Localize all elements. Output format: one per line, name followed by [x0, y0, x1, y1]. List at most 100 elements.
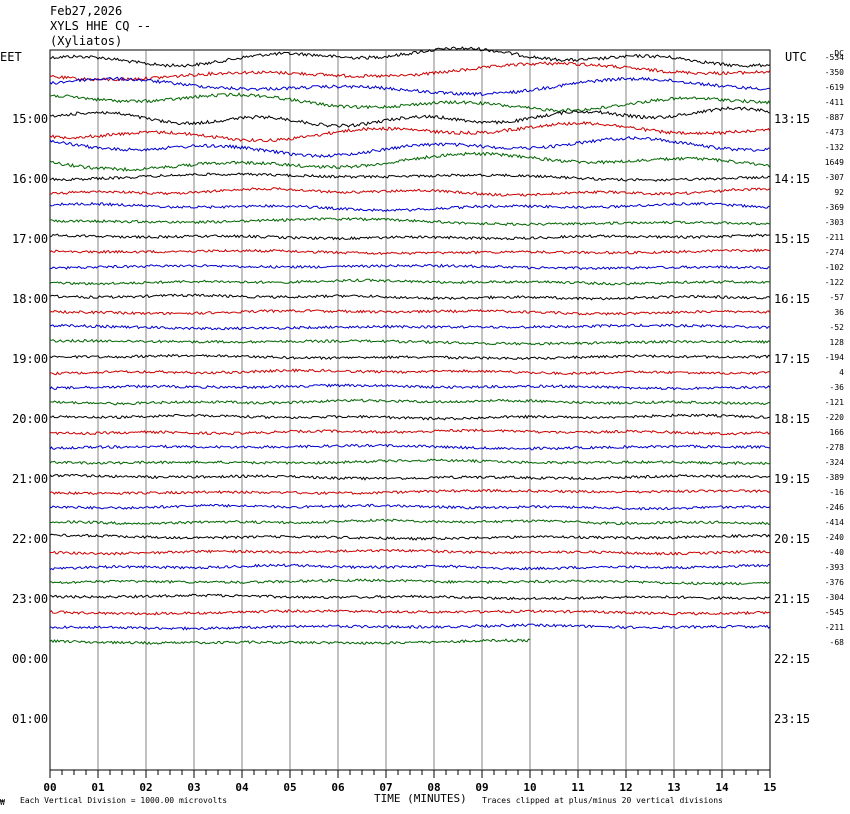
dc-offset: -40	[829, 548, 844, 557]
trace-line	[49, 136, 770, 159]
trace-line	[49, 593, 771, 601]
trace-line	[49, 443, 771, 451]
dc-offset: -307	[824, 173, 844, 182]
x-tick-label: 03	[187, 781, 200, 794]
dc-offset: -220	[824, 413, 844, 422]
dc-offset: -534	[824, 53, 844, 62]
trace-line	[49, 533, 771, 541]
corner-mark: ₩	[0, 798, 5, 807]
dc-offset: 128	[829, 338, 844, 347]
trace-line	[49, 563, 771, 571]
header-site: (Xyliatos)	[50, 34, 123, 48]
dc-offset: -278	[824, 443, 844, 452]
dc-offset: 36	[834, 308, 844, 317]
left-time-label: 18:00	[12, 292, 49, 306]
trace-line	[49, 353, 771, 361]
dc-offset: -274	[824, 248, 844, 257]
dc-offset: -16	[829, 488, 844, 497]
trace-line	[49, 187, 771, 197]
left-time-label: 19:00	[12, 352, 49, 366]
trace-line	[49, 383, 771, 391]
right-time-label: 23:15	[774, 712, 811, 726]
trace-line	[49, 293, 771, 301]
dc-offset: -122	[824, 278, 844, 287]
dc-offset: -887	[824, 113, 844, 122]
plot-frame	[49, 49, 771, 771]
clip-note: Traces clipped at plus/minus 20 vertical…	[482, 796, 723, 805]
right-time-label: 20:15	[774, 532, 811, 546]
x-tick-label: 13	[667, 781, 680, 794]
trace-line	[50, 548, 771, 556]
right-time-label: 15:15	[774, 232, 811, 246]
x-tick-label: 14	[715, 781, 729, 794]
trace-line	[49, 278, 771, 286]
dc-offset: -211	[824, 623, 844, 632]
trace-line	[49, 413, 771, 421]
trace-line	[49, 61, 771, 82]
right-time-label: 13:15	[774, 112, 811, 126]
trace-line	[49, 233, 771, 241]
trace-line	[49, 106, 771, 128]
right-time-label: 16:15	[774, 292, 811, 306]
dc-offset: -324	[824, 458, 844, 467]
dc-offset: -52	[829, 323, 844, 332]
trace-line	[49, 458, 771, 466]
dc-offset: 166	[829, 428, 844, 437]
right-time-label: 17:15	[774, 352, 811, 366]
trace-line	[49, 623, 771, 631]
left-time-label: 21:00	[12, 472, 49, 486]
dc-offset: -619	[824, 83, 844, 92]
dc-offset: -473	[824, 128, 844, 137]
left-axis-label: EET	[0, 50, 22, 64]
x-tick-label: 05	[283, 781, 296, 794]
dc-offset: -545	[824, 608, 844, 617]
x-tick-label: 15	[763, 781, 776, 794]
trace-line	[49, 76, 771, 97]
dc-offset: -36	[829, 383, 844, 392]
x-tick-label: 11	[571, 781, 585, 794]
trace-line	[49, 428, 771, 436]
dc-offset: -393	[824, 563, 844, 572]
dc-offset: -121	[824, 398, 844, 407]
trace-line	[49, 503, 771, 511]
seismic-traces	[49, 46, 771, 645]
trace-line	[49, 638, 531, 645]
trace-line	[49, 172, 771, 182]
scale-note: Each Vertical Division = 1000.00 microvo…	[20, 796, 228, 805]
minute-grid	[49, 49, 771, 771]
right-time-label: 21:15	[774, 592, 811, 606]
trace-line	[49, 46, 771, 68]
header-date: Feb27,2026	[50, 4, 123, 18]
trace-line	[50, 398, 771, 406]
trace-line	[49, 323, 771, 331]
x-tick-label: 01	[91, 781, 105, 794]
trace-line	[49, 518, 771, 526]
dc-offset: -389	[824, 473, 844, 482]
dc-offset: -376	[824, 578, 844, 587]
trace-line	[49, 368, 771, 376]
trace-line	[49, 608, 771, 616]
trace-line	[49, 216, 771, 227]
dc-offset: 4	[839, 368, 844, 377]
dc-offset: -211	[824, 233, 844, 242]
dc-offset: -102	[824, 263, 844, 272]
trace-line	[49, 338, 771, 346]
x-tick-label: 09	[475, 781, 488, 794]
left-time-label: 22:00	[12, 532, 49, 546]
dc-offset: -240	[824, 533, 844, 542]
right-time-label: 18:15	[774, 412, 811, 426]
trace-line	[49, 120, 771, 143]
dc-offset: -57	[829, 293, 844, 302]
left-time-label: 17:00	[12, 232, 49, 246]
trace-line	[49, 263, 771, 271]
x-tick-label: 06	[331, 781, 345, 794]
left-time-label: 00:00	[12, 652, 49, 666]
time-axis: 00 01 02 03 04 05 06 07 08 09 10 11 12 13 14 15	[43, 770, 777, 794]
x-tick-label: 12	[619, 781, 632, 794]
dc-offset: -194	[824, 353, 844, 362]
left-time-label: 15:00	[12, 112, 49, 126]
dc-offset: -369	[824, 203, 844, 212]
trace-line	[49, 201, 771, 213]
x-axis-label: TIME (MINUTES)	[374, 792, 467, 805]
